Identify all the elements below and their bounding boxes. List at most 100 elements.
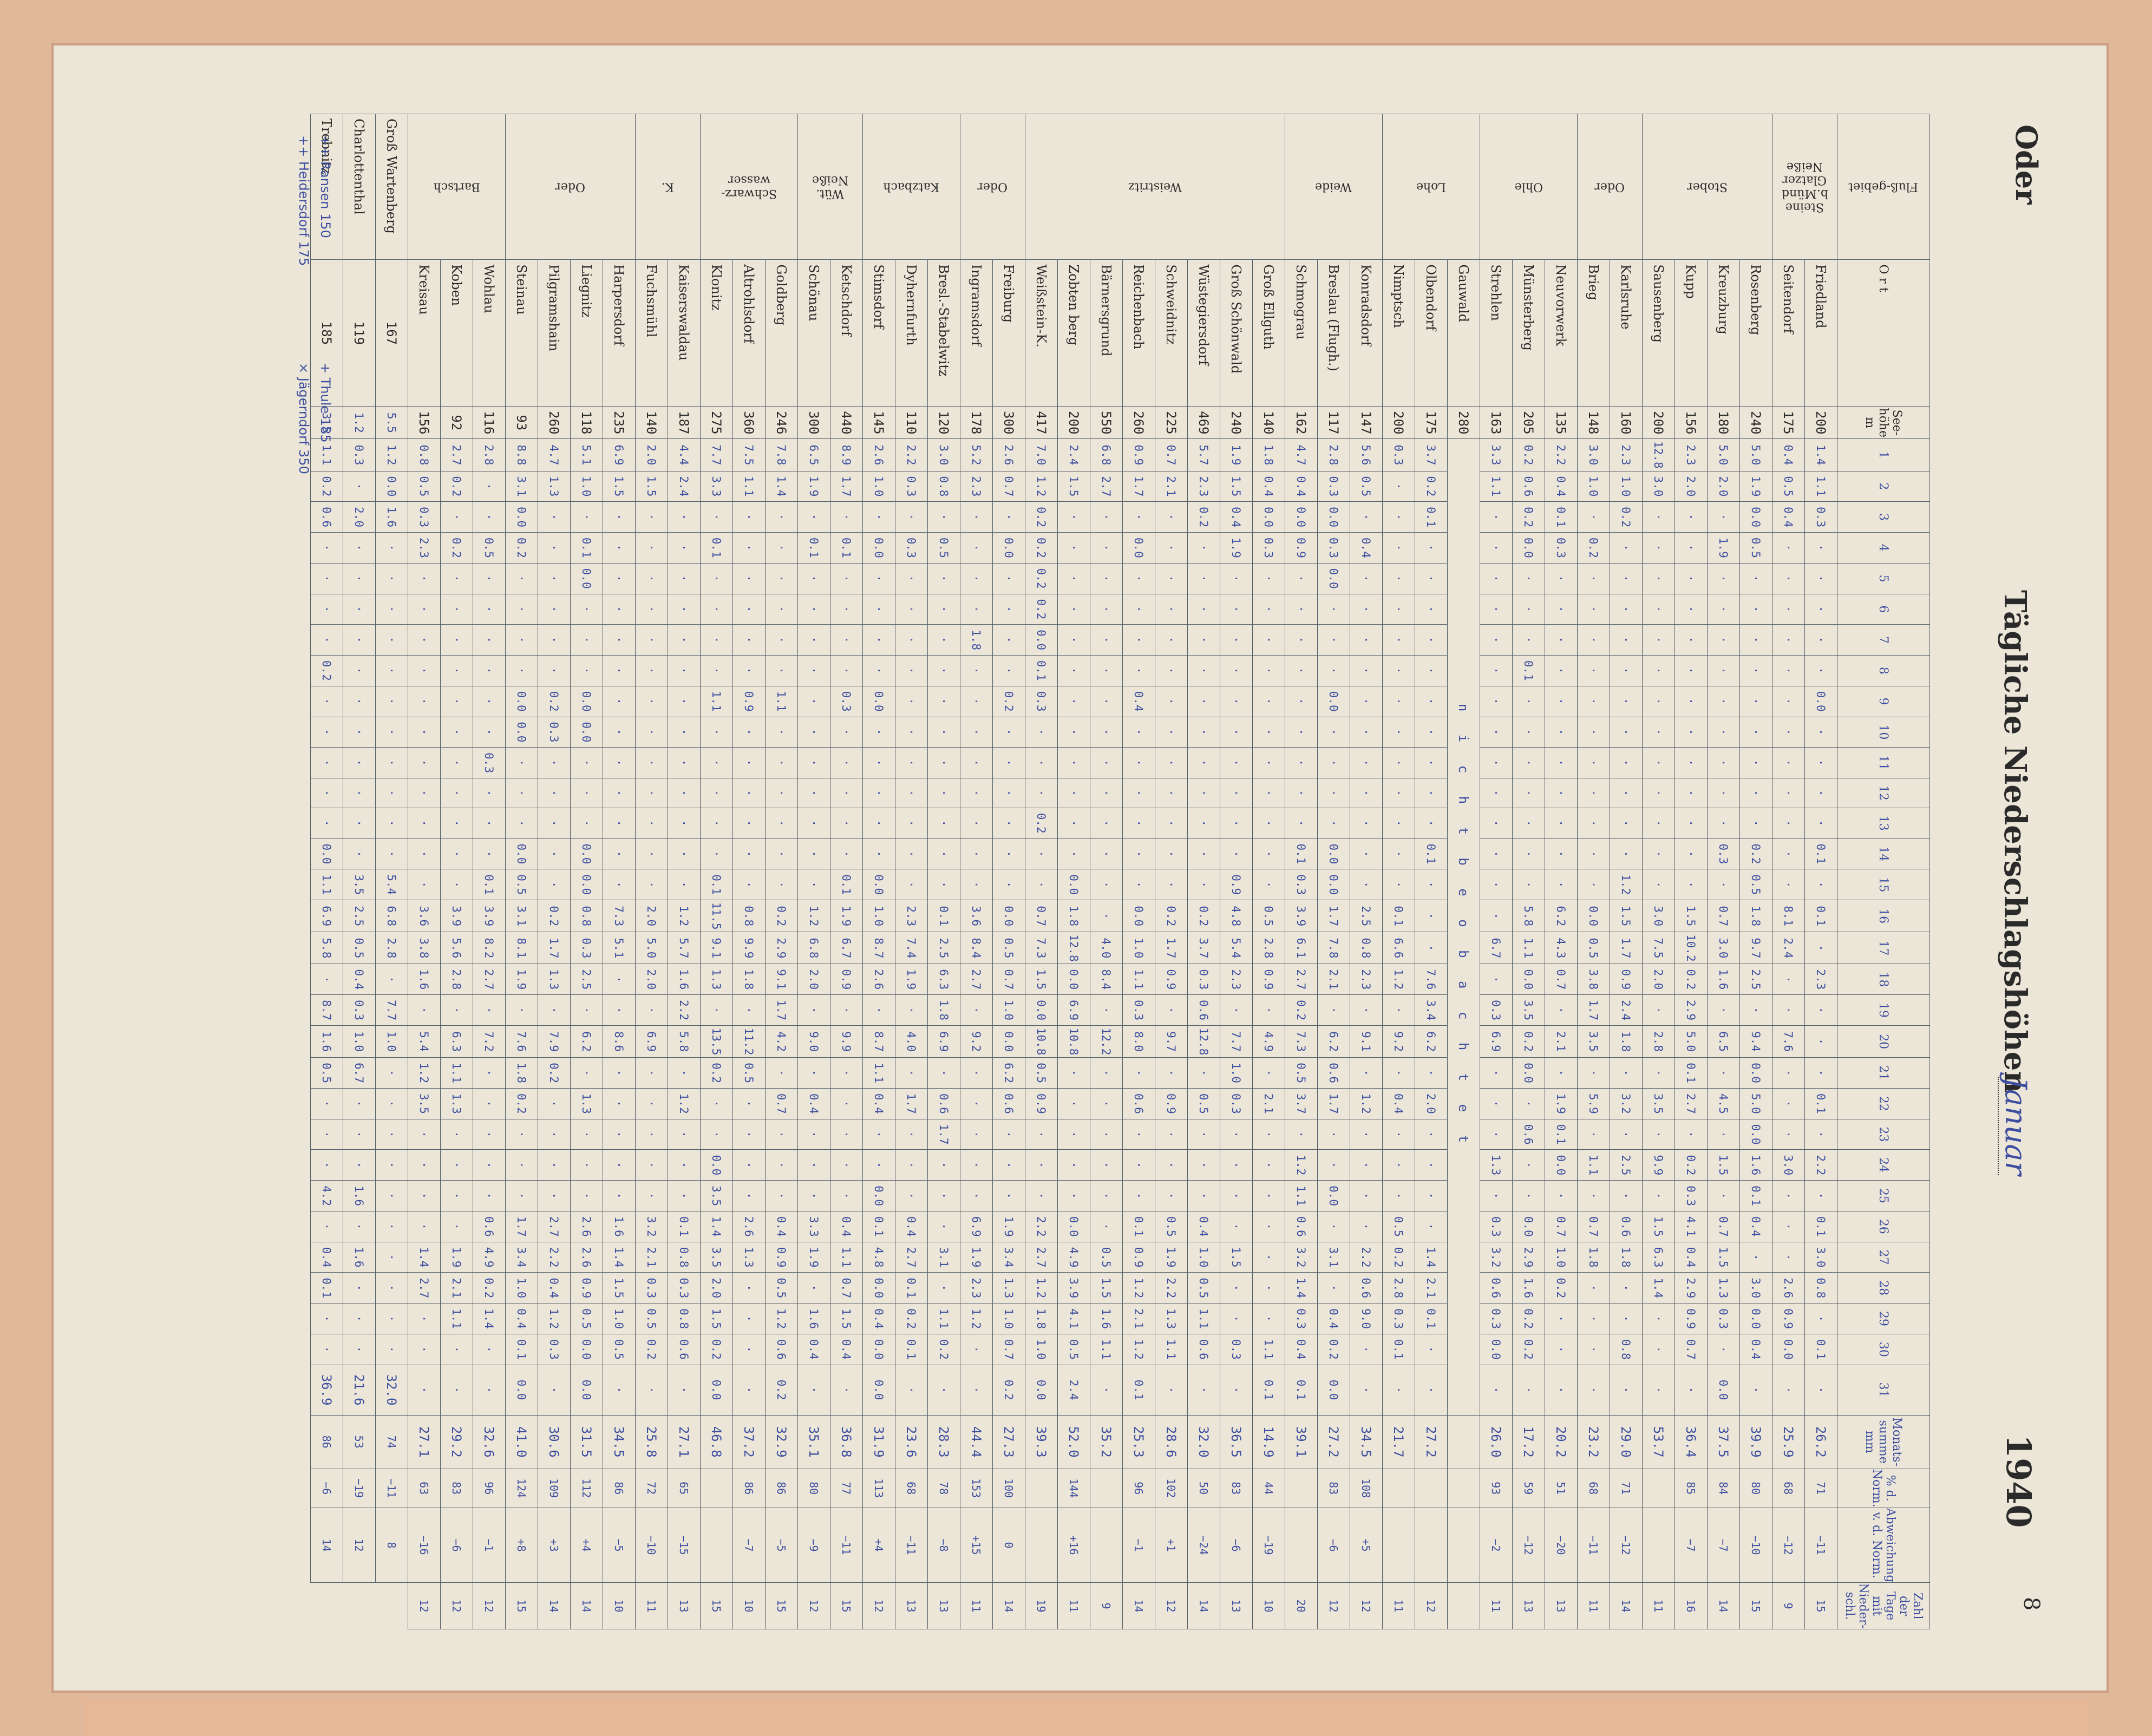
day-value: ·: [700, 501, 733, 533]
day-value: 1.2: [1285, 1149, 1318, 1181]
day-value: ·: [895, 655, 928, 686]
day-value: 3.9: [1057, 1272, 1090, 1303]
area-cell: Schwarz-wasser: [700, 114, 798, 260]
day-value: 2.0: [343, 501, 376, 533]
station-height: 110: [895, 406, 928, 439]
day-value: 3.4: [505, 1242, 538, 1273]
rain-days: 15: [1804, 1582, 1837, 1629]
day-value: ·: [1155, 838, 1188, 869]
day-value: ·: [797, 838, 830, 869]
month-sum: 35.2: [1090, 1415, 1123, 1469]
day-value: 5.7: [668, 932, 701, 964]
day-value: ·: [1252, 1303, 1285, 1334]
day-value: 0.5: [1090, 1242, 1123, 1273]
day-value: 0.6: [668, 1334, 701, 1365]
day-value: 6.5: [797, 438, 830, 471]
day-value: ·: [668, 655, 701, 686]
station-name: Kupp: [1674, 259, 1708, 407]
rain-days: 11: [1057, 1582, 1090, 1629]
day-value: 1.8: [505, 1057, 538, 1089]
day-value: 0.0: [570, 717, 603, 748]
day-value: 1.1: [1480, 471, 1513, 502]
area-cell: Oder: [960, 114, 1025, 260]
day-value: 3.0: [927, 438, 960, 471]
month-sum: 44.4: [960, 1415, 993, 1469]
day-value: ·: [1512, 686, 1545, 717]
day-value: 0.4: [1545, 471, 1578, 502]
day-value: 0.5: [1057, 1334, 1090, 1365]
day-value: 4.3: [1545, 932, 1578, 964]
station-name: Gauwald: [1447, 259, 1480, 407]
table-row: Schweidnitz 225 0.7 2.1 · · · · · · · · · · · · · 0.2 1.7 0…: [1155, 114, 1188, 1629]
day-value: 2.5: [1739, 964, 1772, 995]
day-value: 3.9: [473, 900, 506, 932]
day-value: ·: [343, 1211, 376, 1242]
day-value: 1.0: [862, 471, 895, 502]
day-value: ·: [927, 1211, 960, 1242]
deviation: −5: [603, 1508, 636, 1583]
day-value: ·: [1674, 594, 1708, 625]
day-value: ·: [862, 655, 895, 686]
day-value: 5.1: [570, 438, 603, 471]
day-value: 0.5: [408, 471, 441, 502]
day-value: 0.0: [1707, 1365, 1740, 1416]
station-name: Kreisau: [408, 259, 441, 407]
day-value: 11.5: [700, 900, 733, 932]
day-value: 3.5: [408, 1088, 441, 1119]
day-value: 0.0: [1025, 994, 1058, 1026]
day-value: 0.5: [603, 1334, 636, 1365]
day-value: 0.3: [473, 747, 506, 778]
day-value: ·: [732, 1334, 766, 1365]
day-value: 0.2: [505, 532, 538, 564]
day-value: 0.2: [440, 532, 473, 564]
day-value: ·: [1415, 747, 1448, 778]
day-value: 0.2: [1577, 532, 1610, 564]
deviation: −11: [375, 1469, 408, 1508]
day-value: 5.0: [1739, 438, 1772, 471]
day-value: 1.2: [1350, 1088, 1383, 1119]
day-value: 0.1: [1804, 900, 1837, 932]
day-value: ·: [1415, 808, 1448, 839]
day-value: ·: [1285, 594, 1318, 625]
day-value: 0.1: [570, 532, 603, 564]
day-value: 2.0: [1415, 1088, 1448, 1119]
day-value: ·: [765, 869, 798, 900]
percent-norm: 100: [992, 1469, 1025, 1508]
day-value: 1.7: [1155, 932, 1188, 964]
day-value: ·: [1707, 501, 1740, 533]
footnote: + Thule 185: [318, 363, 333, 443]
day-value: ·: [375, 686, 408, 717]
day-value: 2.7: [1090, 471, 1123, 502]
day-value: ·: [1480, 778, 1513, 808]
day-value: ·: [960, 501, 993, 533]
day-value: 2.7: [538, 1211, 571, 1242]
station-name: Reichenbach: [1122, 259, 1155, 407]
day-value: ·: [1122, 624, 1155, 656]
day-value: ·: [1350, 1334, 1383, 1365]
day-value: ·: [473, 501, 506, 533]
percent-norm: 112: [570, 1469, 603, 1508]
day-value: 0.9: [1285, 532, 1318, 564]
rain-days: 10: [1252, 1582, 1285, 1629]
day-value: 0.3: [1122, 994, 1155, 1026]
day-value: 0.3: [1187, 964, 1220, 995]
day-value: ·: [1155, 747, 1188, 778]
day-value: ·: [1804, 869, 1837, 900]
day-value: 6.9: [960, 1211, 993, 1242]
day-value: 5.1: [603, 932, 636, 964]
day-value: ·: [1252, 717, 1285, 748]
day-value: ·: [1674, 717, 1708, 748]
day-value: ·: [1090, 717, 1123, 748]
station-name: Münsterberg: [1512, 259, 1545, 407]
day-value: ·: [1350, 655, 1383, 686]
day-value: 0.0: [1512, 1211, 1545, 1242]
day-value: 0.3: [1220, 1088, 1253, 1119]
deviation: −15: [668, 1508, 701, 1583]
day-value: 2.0: [635, 900, 668, 932]
station-height: 235: [603, 406, 636, 439]
day-value: ·: [1057, 655, 1090, 686]
day-value: 0.3: [635, 1272, 668, 1303]
day-value: ·: [830, 778, 863, 808]
day-value: 6.9: [635, 1025, 668, 1058]
day-value: 0.0: [570, 686, 603, 717]
